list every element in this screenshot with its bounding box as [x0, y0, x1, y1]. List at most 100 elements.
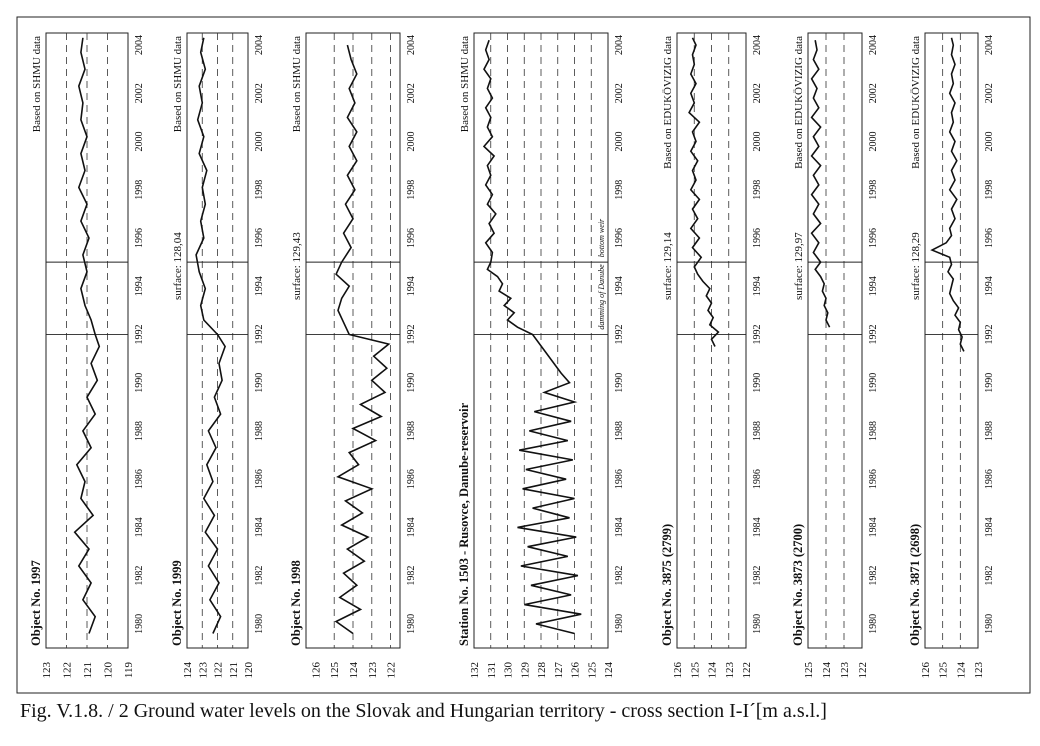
level-tick-label: 132	[469, 662, 481, 679]
year-tick-label: 1990	[868, 373, 879, 393]
level-tick-label: 123	[724, 662, 736, 679]
year-tick-label: 2000	[614, 132, 625, 152]
year-tick-label: 1998	[984, 180, 995, 200]
year-tick-label: 2004	[614, 35, 625, 55]
year-tick-label: 1992	[984, 324, 995, 344]
year-tick-label: 1988	[254, 421, 265, 441]
level-tick-label: 122	[741, 662, 753, 679]
level-tick-label: 121	[82, 662, 94, 679]
level-tick-label: 130	[503, 662, 515, 679]
year-tick-label: 1996	[752, 228, 763, 248]
chart-panel-4: 132 131 130 129 128 127 126 125 124 1980 1982 1984 1…	[457, 32, 625, 679]
year-tick-label: 1988	[868, 421, 879, 441]
figure-caption: Fig. V.1.8. / 2 Ground water levels on t…	[20, 700, 827, 722]
series-line	[482, 39, 582, 635]
year-tick-label: 1984	[752, 517, 763, 537]
level-tick-label: 124	[707, 662, 719, 679]
figure: 123 122 121 120 119 1980 1982 1984 1986 1988 1990 1…	[16, 16, 1031, 694]
year-tick-label: 2002	[254, 83, 265, 103]
level-tick-label: 126	[570, 662, 582, 679]
level-tick-label: 124	[348, 662, 360, 679]
year-tick-label: 1994	[984, 276, 995, 296]
level-tick-label: 122	[386, 662, 398, 679]
year-tick-label: 1986	[406, 469, 417, 489]
year-tick-label: 1996	[254, 228, 265, 248]
series-line	[930, 37, 965, 352]
year-tick-label: 2002	[614, 83, 625, 103]
level-tick-label: 120	[103, 662, 115, 679]
year-tick-label: 1998	[134, 180, 145, 200]
panel-title: Object No. 3871 (2698)	[908, 524, 922, 646]
year-tick-label: 1982	[406, 566, 417, 586]
chart-panel-3: 126 125 124 123 122 1980 1982 1984 1986 1988 1990 1…	[289, 32, 417, 679]
year-tick-label: 1994	[134, 276, 145, 296]
year-tick-label: 1980	[614, 614, 625, 634]
series-line	[334, 44, 391, 635]
source-label: Based on EDUKÖVIZIG data	[910, 36, 922, 169]
year-tick-label: 1988	[406, 421, 417, 441]
year-tick-label: 2000	[134, 132, 145, 152]
level-tick-label: 122	[213, 662, 225, 679]
level-tick-label: 119	[123, 662, 135, 679]
year-tick-label: 1996	[614, 228, 625, 248]
year-tick-label: 1998	[752, 180, 763, 200]
year-tick-label: 1994	[406, 276, 417, 296]
source-label: Based on SHMU data	[31, 36, 43, 132]
level-tick-label: 125	[938, 662, 950, 679]
level-tick-label: 123	[367, 662, 379, 679]
year-tick-label: 1998	[406, 180, 417, 200]
year-tick-label: 1982	[614, 566, 625, 586]
level-tick-label: 125	[586, 662, 598, 679]
series-line	[195, 37, 226, 634]
year-tick-label: 1986	[752, 469, 763, 489]
year-tick-label: 2002	[406, 83, 417, 103]
annotation-damming: damming of Danube	[597, 264, 606, 330]
surface-label: surface: 128,04	[172, 232, 184, 300]
year-tick-label: 1982	[134, 566, 145, 586]
year-tick-label: 2004	[134, 35, 145, 55]
year-tick-label: 2004	[406, 35, 417, 55]
level-tick-label: 126	[920, 662, 932, 679]
level-tick-label: 125	[803, 662, 815, 679]
level-tick-label: 124	[182, 662, 194, 679]
year-tick-label: 1986	[868, 469, 879, 489]
annotation-bottom-weir: bottom weir	[597, 218, 606, 257]
year-tick-label: 1988	[614, 421, 625, 441]
year-tick-label: 1994	[868, 276, 879, 296]
year-tick-label: 2002	[752, 83, 763, 103]
level-tick-label: 125	[329, 662, 341, 679]
year-tick-label: 1984	[254, 517, 265, 537]
figure-frame	[16, 16, 1031, 694]
year-tick-label: 1998	[254, 180, 265, 200]
year-tick-label: 1982	[984, 566, 995, 586]
year-tick-label: 1980	[406, 614, 417, 634]
level-tick-label: 124	[603, 662, 615, 679]
year-tick-label: 1990	[134, 373, 145, 393]
year-tick-label: 1980	[134, 614, 145, 634]
year-tick-label: 1990	[406, 373, 417, 393]
year-tick-label: 1980	[984, 614, 995, 634]
year-tick-label: 1990	[984, 373, 995, 393]
level-tick-label: 122	[857, 662, 869, 679]
plot-frame	[924, 32, 979, 649]
series-line	[73, 37, 101, 634]
year-tick-label: 2000	[868, 132, 879, 152]
level-tick-label: 131	[486, 662, 498, 679]
year-tick-label: 1986	[134, 469, 145, 489]
year-tick-label: 1992	[134, 324, 145, 344]
source-label: Based on EDUKÖVIZIG data	[793, 36, 805, 169]
source-label: Based on SHMU data	[172, 36, 184, 132]
level-tick-label: 128	[536, 662, 548, 679]
year-tick-label: 1998	[614, 180, 625, 200]
year-tick-label: 1986	[984, 469, 995, 489]
year-tick-label: 1986	[254, 469, 265, 489]
year-tick-label: 2004	[868, 35, 879, 55]
year-tick-label: 1990	[614, 373, 625, 393]
level-tick-label: 122	[62, 662, 74, 679]
year-tick-label: 1996	[984, 228, 995, 248]
year-tick-label: 1980	[868, 614, 879, 634]
year-tick-label: 2004	[984, 35, 995, 55]
level-tick-label: 123	[839, 662, 851, 679]
year-tick-label: 1996	[134, 228, 145, 248]
chart-panel-5: 126 125 124 123 122 1980 1982 1984 1986 1988 1990 1…	[660, 32, 763, 679]
